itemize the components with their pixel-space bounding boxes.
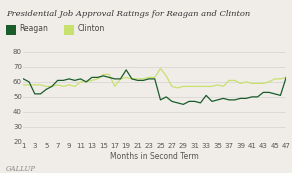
Text: GALLUP: GALLUP (6, 165, 36, 173)
X-axis label: Months in Second Term: Months in Second Term (110, 152, 199, 161)
Text: Presidential Job Approval Ratings for Reagan and Clinton: Presidential Job Approval Ratings for Re… (6, 10, 250, 17)
Text: Clinton: Clinton (77, 24, 105, 33)
Text: Reagan: Reagan (19, 24, 48, 33)
